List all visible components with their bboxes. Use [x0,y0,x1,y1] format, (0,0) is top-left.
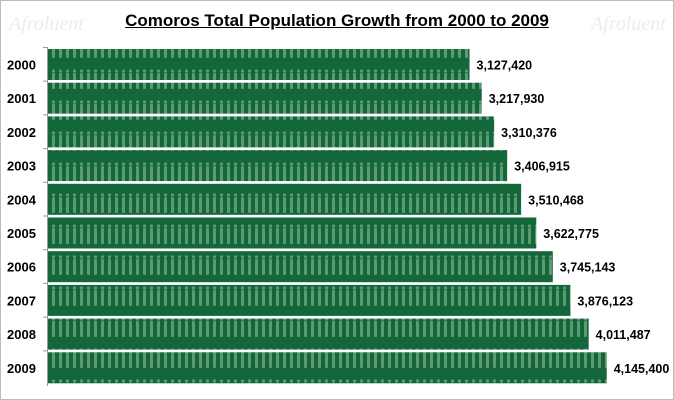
chart-title-text: Comoros Total Population Growth from 200… [125,11,549,30]
bar [48,183,522,215]
data-label: 3,876,123 [577,294,633,308]
y-tick-label: 2003 [7,159,36,174]
bar [48,318,589,350]
data-label: 3,310,376 [501,126,557,140]
data-label: 3,406,915 [514,160,570,174]
data-label: 3,622,775 [543,227,599,241]
data-label: 4,145,400 [614,362,670,376]
data-label: 3,217,930 [489,92,545,106]
y-tick-label: 2002 [7,125,36,140]
y-tick-label: 2008 [7,327,36,342]
bar [48,116,495,148]
data-label: 3,127,420 [477,59,533,73]
bar [48,150,508,182]
watermark: Afroluent [591,13,666,35]
data-label: 4,011,487 [596,328,651,342]
data-label: 3,510,468 [528,193,584,207]
watermark: Afroluent [9,13,84,35]
y-tick-label: 2001 [7,91,36,106]
data-label: 3,745,143 [560,261,616,275]
y-tick-label: 2007 [7,293,36,308]
y-tick-label: 2004 [7,192,37,207]
chart-title: Comoros Total Population Growth from 200… [1,11,673,31]
bar [48,251,553,283]
bar [48,217,537,249]
y-tick-label: 2005 [7,226,36,241]
bar [48,49,470,80]
y-tick-label: 2000 [7,58,36,73]
bar [48,352,607,384]
bar [48,82,482,114]
y-tick-label: 2006 [7,260,36,275]
y-tick-label: 2009 [7,361,36,376]
bar [48,284,571,316]
